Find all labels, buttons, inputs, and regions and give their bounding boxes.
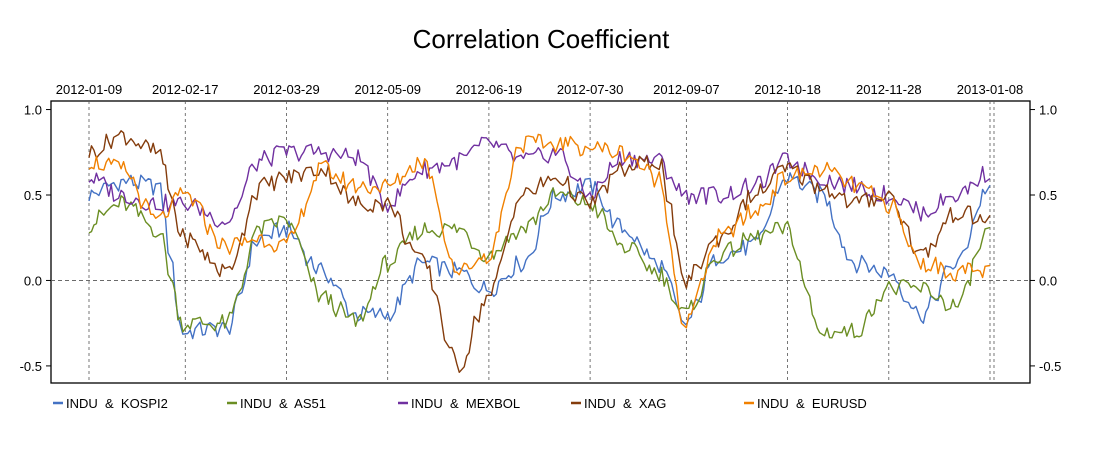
x-tick-label: 2012-10-18 xyxy=(754,82,821,97)
legend-label: INDU & MEXBOL xyxy=(411,396,520,411)
x-tick-label: 2012-02-17 xyxy=(152,82,219,97)
y-tick-label-left: 0.0 xyxy=(24,273,42,288)
y-tick-label-left: 0.5 xyxy=(24,188,42,203)
x-tick-label: 2013-01-08 xyxy=(957,82,1024,97)
series-line xyxy=(88,133,991,329)
series-line xyxy=(88,187,991,339)
y-tick-label-right: 1.0 xyxy=(1039,103,1057,118)
series-layer xyxy=(88,130,991,373)
grid-layer xyxy=(51,101,1030,383)
y-tick-label-right: 0.5 xyxy=(1039,188,1057,203)
legend-label: INDU & XAG xyxy=(584,396,666,411)
axis-layer: 2012-01-09 2012-02-17 2012-03-29 2012-05-09… xyxy=(20,82,1062,374)
x-tick-label: 2012-06-19 xyxy=(456,82,523,97)
x-tick-label: 2012-03-29 xyxy=(253,82,320,97)
legend-label: INDU & KOSPI2 xyxy=(66,396,168,411)
series-line xyxy=(88,130,991,373)
y-tick-label-right: 0.0 xyxy=(1039,273,1057,288)
x-tick-label: 2012-09-07 xyxy=(653,82,720,97)
x-tick-label: 2012-05-09 xyxy=(354,82,421,97)
y-tick-label-left: 1.0 xyxy=(24,103,42,118)
series-line xyxy=(88,136,991,228)
legend: INDU & KOSPI2 INDU & AS51 INDU & MEXBOL IND… xyxy=(53,396,867,411)
plot-area xyxy=(50,100,1031,384)
legend-label: INDU & AS51 xyxy=(240,396,326,411)
legend-label: INDU & EURUSD xyxy=(757,396,867,411)
y-tick-label-right: -0.5 xyxy=(1039,359,1061,374)
chart-title: Correlation Coefficient xyxy=(413,24,671,54)
y-tick-label-left: -0.5 xyxy=(20,359,42,374)
x-tick-label: 2012-01-09 xyxy=(56,82,123,97)
x-tick-label: 2012-11-28 xyxy=(856,82,922,97)
x-tick-label: 2012-07-30 xyxy=(557,82,624,97)
